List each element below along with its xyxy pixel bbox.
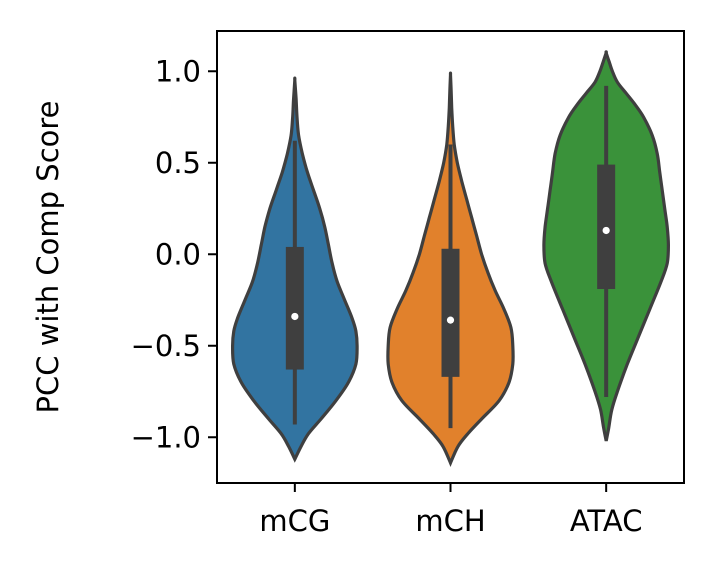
median-dot-atac [602,226,610,235]
iqr-box-mcg [285,246,304,370]
y-tick-label: 0.0 [155,237,201,271]
y-tick-label: −1.0 [131,420,201,454]
x-axis-ticks: mCG mCH ATAC [259,483,642,538]
median-dot-mcg [291,312,299,321]
median-dot-mch [446,316,455,324]
y-axis-ticks: 1.0 0.5 0.0 −0.5 −1.0 [131,54,217,454]
y-axis-label: PCC with Comp Score [31,100,65,413]
iqr-box-atac [597,164,616,290]
x-tick-label: mCG [259,504,330,538]
violins-layer [230,50,671,467]
x-tick-label: mCH [415,504,485,538]
y-tick-label: −0.5 [131,329,201,363]
y-tick-label: 1.0 [155,54,201,88]
x-tick-label: ATAC [570,504,643,538]
iqr-box-mch [441,248,460,377]
y-tick-label: 0.5 [155,146,201,180]
plot-frame [216,30,685,484]
